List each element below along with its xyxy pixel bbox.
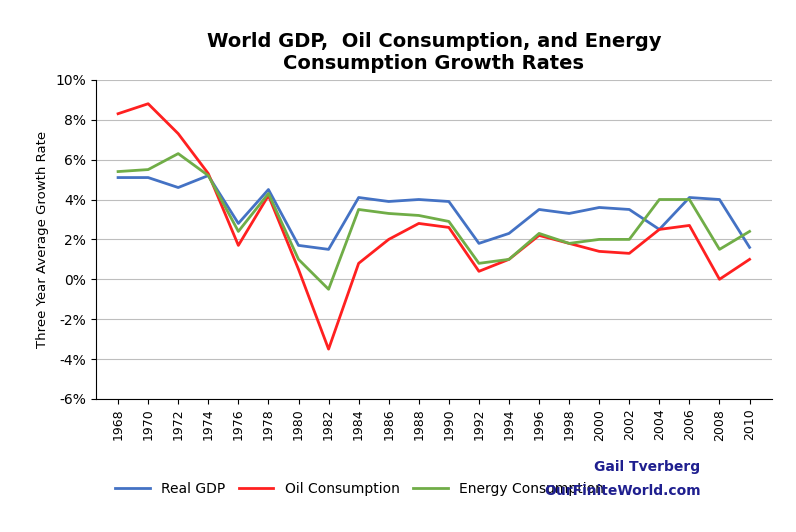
Real GDP (263, 186, 273, 193)
Energy Consumption (504, 256, 513, 263)
Energy Consumption (324, 286, 334, 293)
Energy Consumption (625, 236, 634, 243)
Real GDP (233, 220, 243, 227)
Real GDP (745, 244, 755, 251)
Oil Consumption (324, 346, 334, 352)
Oil Consumption (504, 256, 513, 263)
Real GDP (113, 174, 123, 181)
Energy Consumption (474, 260, 484, 267)
Oil Consumption (444, 225, 454, 231)
Y-axis label: Three Year Average Growth Rate: Three Year Average Growth Rate (37, 131, 49, 348)
Oil Consumption (654, 226, 664, 232)
Energy Consumption (233, 228, 243, 235)
Text: OurFiniteWorld.com: OurFiniteWorld.com (544, 484, 700, 498)
Oil Consumption (715, 276, 724, 282)
Real GDP (384, 198, 393, 205)
Real GDP (685, 194, 694, 201)
Real GDP (504, 230, 513, 237)
Real GDP (715, 196, 724, 203)
Real GDP (174, 185, 183, 191)
Real GDP (444, 198, 454, 205)
Oil Consumption (143, 101, 153, 107)
Energy Consumption (444, 218, 454, 225)
Line: Oil Consumption: Oil Consumption (118, 104, 750, 349)
Oil Consumption (625, 250, 634, 256)
Text: Gail Tverberg: Gail Tverberg (595, 460, 700, 474)
Title: World GDP,  Oil Consumption, and Energy
Consumption Growth Rates: World GDP, Oil Consumption, and Energy C… (207, 32, 661, 73)
Oil Consumption (474, 268, 484, 275)
Energy Consumption (534, 230, 544, 237)
Energy Consumption (263, 190, 273, 197)
Oil Consumption (113, 111, 123, 117)
Real GDP (204, 172, 213, 179)
Real GDP (143, 174, 153, 181)
Real GDP (414, 196, 423, 203)
Energy Consumption (715, 246, 724, 253)
Legend: Real GDP, Oil Consumption, Energy Consumption: Real GDP, Oil Consumption, Energy Consum… (109, 476, 610, 501)
Real GDP (654, 226, 664, 232)
Line: Energy Consumption: Energy Consumption (118, 154, 750, 289)
Real GDP (534, 206, 544, 213)
Energy Consumption (294, 256, 303, 263)
Oil Consumption (263, 193, 273, 199)
Oil Consumption (685, 222, 694, 229)
Line: Real GDP: Real GDP (118, 176, 750, 250)
Energy Consumption (595, 236, 604, 243)
Energy Consumption (143, 167, 153, 173)
Real GDP (324, 246, 334, 253)
Energy Consumption (113, 168, 123, 174)
Energy Consumption (204, 172, 213, 179)
Real GDP (354, 194, 364, 201)
Oil Consumption (384, 236, 393, 243)
Oil Consumption (174, 130, 183, 137)
Oil Consumption (534, 232, 544, 239)
Energy Consumption (354, 206, 364, 213)
Energy Consumption (685, 196, 694, 203)
Oil Consumption (294, 266, 303, 272)
Real GDP (474, 240, 484, 247)
Energy Consumption (174, 151, 183, 157)
Oil Consumption (354, 260, 364, 267)
Oil Consumption (595, 248, 604, 255)
Real GDP (564, 210, 574, 217)
Energy Consumption (384, 210, 393, 217)
Oil Consumption (233, 242, 243, 248)
Energy Consumption (414, 212, 423, 219)
Energy Consumption (745, 228, 755, 235)
Oil Consumption (745, 256, 755, 263)
Real GDP (595, 204, 604, 211)
Real GDP (294, 242, 303, 248)
Oil Consumption (564, 240, 574, 247)
Oil Consumption (414, 220, 423, 227)
Energy Consumption (564, 240, 574, 247)
Real GDP (625, 206, 634, 213)
Oil Consumption (204, 170, 213, 177)
Energy Consumption (654, 196, 664, 203)
